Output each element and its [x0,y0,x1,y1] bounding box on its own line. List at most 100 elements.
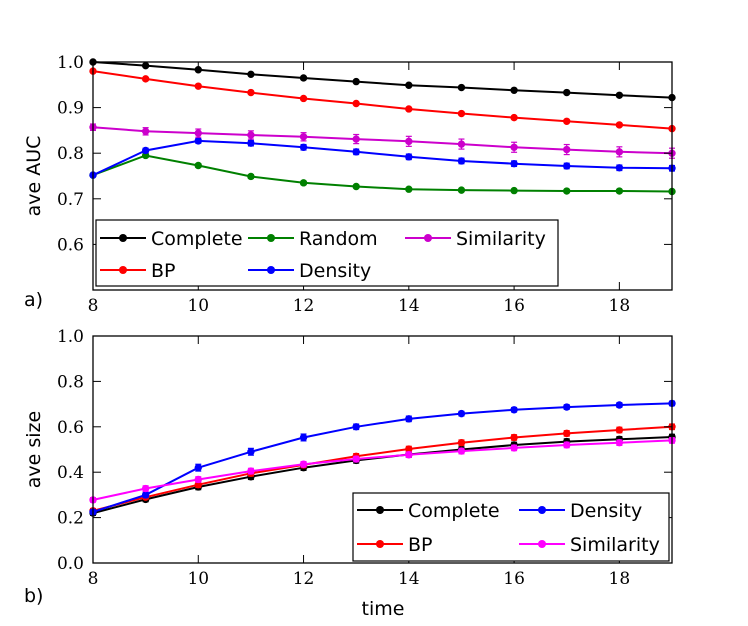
b-legend-marker [376,506,384,514]
a-legend-entry-bp: BP [100,260,176,282]
a-series-random [89,151,676,196]
a-series-similarity [89,123,676,159]
b-point-similarity [194,475,202,484]
a-line-complete [92,61,673,99]
a-point-complete [299,74,308,82]
a-ytick-label: 0.9 [57,99,84,119]
a-point-bp [615,121,624,129]
a-point-bp [194,82,202,90]
a-point-similarity [457,140,466,148]
a-ytick-label: 0.6 [57,235,84,255]
b-legend-marker [538,540,546,548]
b-point-density [352,423,360,431]
a-point-random [510,186,518,195]
a-point-bp [457,109,466,118]
b-point-density [405,415,413,423]
b-point-density [194,463,202,472]
b-xtick-label: 8 [88,569,99,589]
b-panel-label: b) [24,585,43,607]
a-point-random [615,187,624,195]
b-point-similarity [457,447,466,455]
a-point-complete [457,83,466,92]
b-xtick-label: 18 [609,569,631,589]
b-legend-label: Similarity [570,534,660,556]
a-line-density [92,139,673,177]
a-legend-box [95,219,559,287]
b-point-density [510,406,518,414]
b-axes-frame [92,335,673,564]
a-point-density [563,162,571,170]
b-legend-entry-similarity: Similarity [519,534,660,556]
a-point-random [457,186,466,194]
a-xtick-label: 18 [609,296,631,316]
b-legend-label: Complete [408,500,500,522]
b-ytick-label: 0.2 [57,509,84,529]
b-legend-entry-bp: BP [357,534,433,556]
a-legend-marker [119,234,127,242]
b-xtick-label: 12 [293,569,315,589]
b-line-similarity [92,439,673,501]
a-point-bp [510,113,518,122]
a-point-random [352,182,360,191]
a-line-bp [92,70,673,130]
b-xlabel: time [362,598,405,620]
b-point-bp [510,433,518,442]
b-legend-entry-density: Density [519,500,642,522]
b-point-density [141,491,150,499]
a-legend-label: Similarity [456,228,546,250]
a-legend-marker [119,266,127,274]
a-xtick-label: 8 [88,296,99,316]
a-point-bp [352,99,360,108]
b-point-density [457,409,466,418]
a-point-density [247,139,255,147]
b-legend: Complete Density BP Similarity [352,492,670,562]
a-legend-label: Density [299,260,371,282]
a-point-bp [563,117,571,125]
b-point-density [247,448,255,456]
a-panel-label: a) [24,289,43,311]
a-legend-label: Random [299,228,378,250]
a-series-complete [89,58,676,102]
b-series-similarity [89,436,676,504]
panel-a-auc-chart: 8 10 12 14 16 18 0.6 0.7 0.8 0.9 1.0 ave AUC a) Compl… [23,53,676,316]
a-legend-label: Complete [151,228,243,250]
b-point-similarity [510,444,518,452]
a-legend-entry-density: Density [248,260,371,282]
b-point-similarity [141,484,150,493]
b-legend-marker [376,540,384,548]
b-legend-label: Density [570,500,642,522]
b-line-bp [92,425,673,512]
a-point-similarity [615,148,624,156]
b-line-density [92,402,673,513]
b-point-bp [615,426,624,434]
a-xtick-label: 10 [187,296,209,316]
b-ytick-label: 1.0 [57,327,84,347]
a-point-random [299,179,308,187]
a-point-density [510,159,518,168]
b-legend-entry-complete: Complete [357,500,500,522]
a-xtick-label: 14 [398,296,420,316]
a-legend-marker [267,266,275,274]
a-point-random [405,185,413,193]
a-ytick-label: 0.8 [57,144,84,164]
b-xtick-label: 14 [398,569,420,589]
a-axes-frame [92,61,673,291]
a-point-similarity [352,135,360,143]
b-xtick-label: 10 [187,569,209,589]
a-xtick-label: 12 [293,296,315,316]
a-point-bp [247,88,255,97]
a-point-density [141,146,150,155]
a-point-complete [405,81,413,89]
b-point-similarity [615,438,624,447]
a-ytick-label: 0.7 [57,190,84,210]
a-ylabel: ave AUC [23,136,45,217]
a-point-density [615,164,624,172]
b-ytick-label: 0.8 [57,372,84,392]
a-point-similarity [141,127,150,136]
a-legend: Complete Random Similarity BP Density [95,219,559,287]
a-point-complete [352,77,360,86]
b-point-similarity [247,467,255,475]
a-legend-label: BP [151,260,176,282]
a-line-random [92,154,673,193]
